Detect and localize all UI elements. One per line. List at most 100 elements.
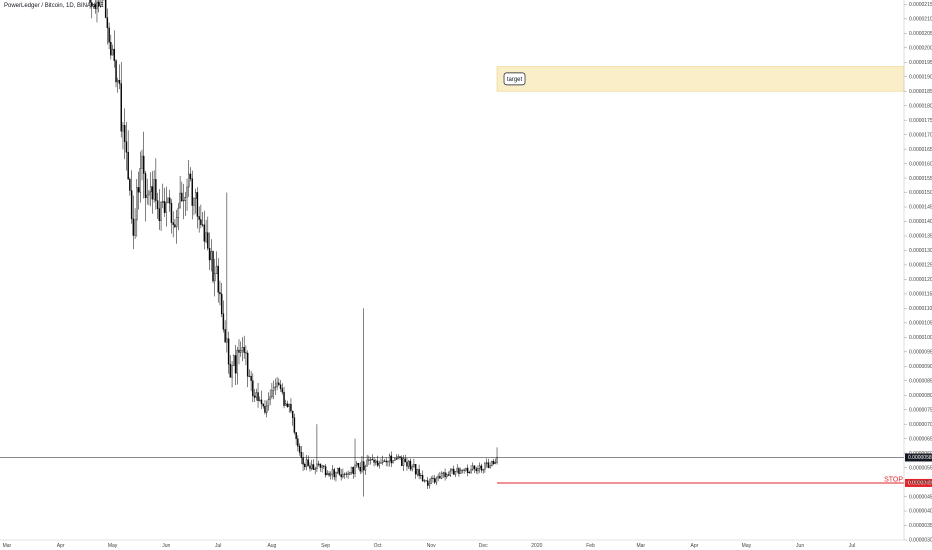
- current-price-tag: [905, 453, 932, 462]
- candle-up: [407, 460, 410, 467]
- candle-down: [94, 4, 96, 9]
- candle-down: [283, 391, 285, 406]
- candle-down: [401, 457, 403, 466]
- candle-up: [148, 191, 150, 196]
- candle-up: [269, 396, 271, 400]
- candle-up: [402, 458, 405, 466]
- candle-up: [430, 477, 432, 484]
- candle-up: [420, 475, 422, 477]
- candle-down: [406, 461, 408, 467]
- candle-series: [89, 0, 498, 497]
- candle-up: [233, 355, 235, 366]
- candle-down: [130, 190, 133, 220]
- candle-down: [286, 403, 289, 407]
- candle-down: [463, 469, 465, 471]
- time-tick-label: Dec: [479, 543, 488, 549]
- time-tick-label: Apr: [57, 543, 65, 549]
- candle-up: [139, 168, 141, 193]
- candle-down: [473, 465, 476, 469]
- target-zone-rect[interactable]: [496, 66, 905, 92]
- candle-down: [385, 460, 387, 463]
- candle-down: [447, 474, 450, 476]
- candle-up: [240, 350, 242, 353]
- candle-up: [153, 179, 155, 200]
- candle-down: [110, 42, 112, 56]
- candle-up: [205, 232, 207, 242]
- candle-down: [425, 480, 427, 482]
- horizontal-lines: 0.00000585 STOP 0.00000497: [0, 453, 932, 487]
- candle-down: [312, 464, 315, 470]
- candle-up: [330, 473, 332, 476]
- candle-down: [309, 465, 311, 469]
- candle-down: [198, 216, 200, 220]
- candle-down: [125, 141, 128, 153]
- candle-up: [428, 482, 431, 486]
- candle-down: [127, 152, 129, 180]
- candle-down: [453, 468, 455, 475]
- candle-up: [366, 459, 368, 467]
- candle-up: [423, 480, 426, 482]
- candle-up: [272, 387, 275, 391]
- candle-up: [165, 202, 167, 213]
- time-tick-label: Jul: [849, 543, 855, 549]
- candle-down: [224, 329, 226, 343]
- candle-up: [446, 474, 448, 477]
- candle-down: [298, 446, 301, 453]
- candle-up: [184, 197, 187, 201]
- candle-down: [219, 292, 221, 295]
- candle-down: [143, 155, 145, 174]
- candle-down: [340, 474, 342, 478]
- candle-up: [461, 469, 464, 471]
- candle-down: [439, 476, 441, 479]
- candle-up: [496, 457, 498, 463]
- candle-up: [276, 382, 278, 388]
- candle-down: [257, 392, 259, 401]
- candle-up: [255, 392, 258, 398]
- candle-down: [409, 460, 412, 470]
- candle-up: [411, 466, 413, 470]
- candle-up: [387, 460, 389, 463]
- candle-down: [357, 462, 360, 468]
- candle-down: [123, 125, 126, 142]
- target-zone[interactable]: target: [496, 66, 905, 92]
- target-label-box: [503, 72, 526, 86]
- candle-down: [89, 0, 91, 3]
- candle-up: [482, 469, 484, 471]
- time-tick-label: Mar: [3, 543, 12, 549]
- candle-up: [331, 469, 334, 475]
- candle-up: [136, 187, 138, 221]
- candle-up: [437, 476, 439, 479]
- candle-up: [336, 468, 339, 473]
- candle-down: [371, 459, 374, 461]
- candle-up: [210, 251, 212, 261]
- candle-down: [181, 192, 183, 202]
- candle-up: [96, 1, 98, 9]
- time-axis[interactable]: Mar Apr May Jun Jul Aug Sep Oct Nov Dec 2020 Feb Mar…: [0, 539, 904, 549]
- candle-up: [111, 48, 114, 56]
- candle-up: [193, 198, 195, 206]
- candle-up: [117, 80, 119, 83]
- candle-up: [236, 349, 238, 374]
- candle-up: [382, 460, 384, 463]
- candle-up: [321, 465, 323, 468]
- candle-down: [466, 467, 469, 473]
- candle-up: [413, 464, 415, 467]
- stop-text: STOP: [884, 476, 903, 483]
- candle-up: [465, 467, 467, 471]
